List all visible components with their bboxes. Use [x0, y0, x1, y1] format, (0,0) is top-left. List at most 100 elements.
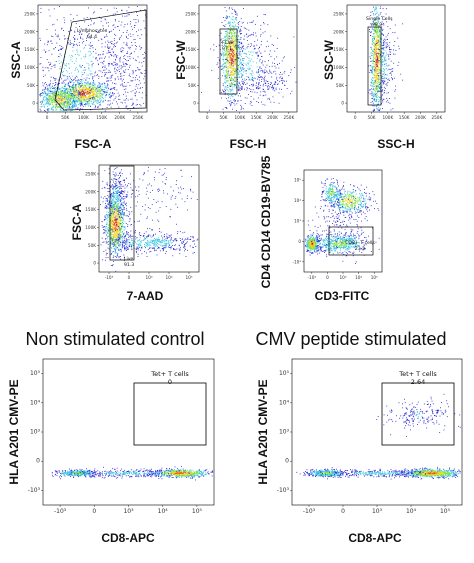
event-dot [393, 63, 394, 64]
event-dot [86, 87, 87, 88]
event-dot [231, 90, 232, 91]
event-dot [123, 48, 124, 49]
event-dot [376, 35, 377, 36]
event-dot [393, 45, 394, 46]
event-dot [48, 100, 49, 101]
event-dot [44, 90, 45, 91]
event-dot [251, 84, 252, 85]
event-dot [125, 100, 126, 101]
event-dot [384, 92, 385, 93]
event-dot [226, 33, 227, 34]
event-dot [374, 61, 375, 62]
event-dot [231, 54, 232, 55]
event-dot [375, 85, 376, 86]
event-dot [239, 42, 240, 43]
event-dot [79, 42, 80, 43]
event-dot [232, 46, 233, 47]
event-dot [228, 70, 229, 71]
event-dot [231, 68, 232, 69]
event-dot [91, 61, 92, 62]
event-dot [131, 53, 132, 54]
x-tick-label: 150K [399, 115, 410, 120]
event-dot [48, 103, 49, 104]
event-dot [379, 71, 380, 72]
event-dot [62, 94, 63, 95]
event-dot [93, 88, 94, 89]
event-dot [221, 98, 222, 99]
event-dot [387, 54, 388, 55]
event-dot [59, 106, 60, 107]
event-dot [76, 27, 77, 28]
event-dot [86, 97, 87, 98]
event-dot [59, 63, 60, 64]
event-dot [97, 85, 98, 86]
event-dot [86, 88, 87, 89]
event-dot [389, 80, 390, 81]
event-dot [379, 64, 380, 65]
event-dot [277, 84, 278, 85]
event-dot [53, 94, 54, 95]
event-dot [242, 65, 243, 66]
event-dot [384, 80, 385, 81]
event-dot [232, 74, 233, 75]
event-dot [115, 13, 116, 14]
event-dot [379, 44, 380, 45]
event-dot [242, 79, 243, 80]
event-dot [253, 80, 254, 81]
event-dot [242, 75, 243, 76]
event-dot [372, 86, 373, 87]
event-dot [87, 86, 88, 87]
event-dot [377, 45, 378, 46]
event-dot [233, 33, 234, 34]
event-dot [228, 74, 229, 75]
event-dot [59, 107, 60, 108]
plot-frame [347, 5, 445, 112]
event-dot [230, 89, 231, 90]
event-dot [386, 36, 387, 37]
event-dot [123, 32, 124, 33]
event-dot [65, 97, 66, 98]
event-dot [103, 53, 104, 54]
event-dot [257, 79, 258, 80]
event-dot [62, 97, 63, 98]
event-dot [225, 59, 226, 60]
event-dot [253, 89, 254, 90]
event-dot [375, 88, 376, 89]
event-dot [115, 20, 116, 21]
event-dot [283, 80, 284, 81]
event-dot [254, 41, 255, 42]
event-dot [243, 84, 244, 85]
event-dot [257, 88, 258, 89]
event-dot [138, 84, 139, 85]
event-dot [103, 51, 104, 52]
event-dot [373, 13, 374, 14]
event-dot [90, 96, 91, 97]
event-dot [392, 71, 393, 72]
event-dot [277, 80, 278, 81]
event-dot [49, 93, 50, 94]
event-dot [235, 85, 236, 86]
event-dot [386, 46, 387, 47]
event-dot [97, 60, 98, 61]
event-dot [121, 22, 122, 23]
event-dot [373, 61, 374, 62]
event-dot [67, 103, 68, 104]
event-dot [85, 85, 86, 86]
event-dot [240, 39, 241, 40]
event-dot [382, 76, 383, 77]
event-dot [229, 17, 230, 18]
event-dot [374, 86, 375, 87]
event-dot [132, 104, 133, 105]
event-dot [252, 86, 253, 87]
event-dot [374, 69, 375, 70]
event-dot [59, 100, 60, 101]
event-dot [78, 96, 79, 97]
event-dot [85, 106, 86, 107]
event-dot [372, 68, 373, 69]
event-dot [87, 104, 88, 105]
event-dot [291, 91, 292, 92]
event-dot [250, 22, 251, 23]
event-dot [119, 69, 120, 70]
